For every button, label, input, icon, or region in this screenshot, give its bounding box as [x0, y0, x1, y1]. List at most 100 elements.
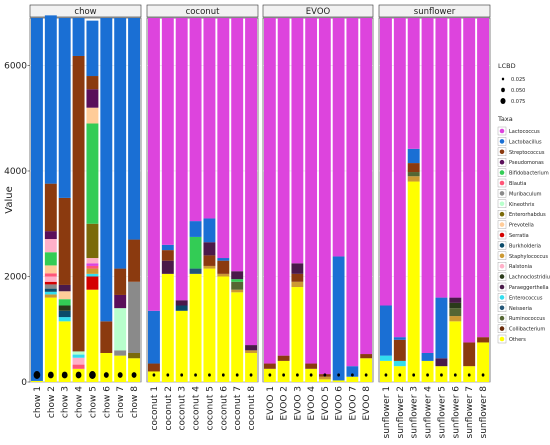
bar-segment-streptococcus: [291, 273, 304, 282]
lcbd-point: [235, 373, 239, 377]
x-tick-label: EVOO 2: [280, 386, 290, 420]
bar-segment-bifidobacterium: [58, 299, 71, 306]
taxa-legend-label: Staphylococcus: [509, 254, 548, 260]
y-tick-label: 4000: [4, 167, 27, 177]
bar-segment-staphylococcus: [245, 350, 258, 353]
bar-segment-lactococcus: [203, 18, 216, 219]
bar-segment-streptococcus: [463, 342, 476, 367]
bar-segment-lactococcus: [189, 18, 202, 222]
size-legend-label: 0.050: [511, 88, 525, 94]
bar-segment-lactococcus: [379, 18, 392, 306]
bar-segment-lactobacillus: [128, 18, 141, 240]
taxa-legend-label: Streptococcus: [509, 150, 545, 156]
bar-stack: [72, 18, 85, 382]
bar-segment-streptococcus: [161, 250, 174, 261]
bar-segment-paraeggerthella: [203, 242, 216, 256]
x-tick-label: sunflower 4: [424, 386, 434, 439]
bar-segment-others: [421, 360, 434, 382]
taxa-legend-label: Serratia: [509, 233, 529, 239]
bar-segment-others: [291, 287, 304, 382]
bar-segment-serratia: [86, 276, 99, 290]
bar-segment-ruminococcus: [407, 172, 420, 177]
size-legend-label: 0.075: [511, 99, 525, 105]
taxa-legend-swatch: [499, 149, 505, 155]
lcbd-point: [351, 373, 354, 377]
bar-stack: [360, 18, 373, 382]
lcbd-point: [103, 372, 109, 378]
bar-segment-others: [332, 380, 345, 382]
x-tick-label: EVOO 8: [362, 386, 372, 421]
bar-segment-ruminococcus: [449, 308, 462, 317]
bar-stack: [147, 18, 160, 382]
lcbd-point: [323, 373, 327, 377]
lcbd-point: [180, 373, 184, 377]
bar-segment-others: [30, 380, 43, 382]
bar-segment-lactococcus: [463, 18, 476, 343]
x-tick-label: EVOO 4: [307, 386, 317, 421]
bar-segment-lactococcus: [217, 18, 230, 259]
facet-title: sunflower: [414, 7, 456, 17]
bar-segment-prevotella: [86, 107, 99, 124]
lcbd-point: [152, 373, 156, 377]
x-tick-label: sunflower 1: [382, 386, 392, 438]
bar-segment-paraeggerthella: [161, 260, 174, 274]
lcbd-point: [412, 373, 416, 377]
bar-segment-lactococcus: [346, 18, 359, 367]
bar-segment-paraeggerthella: [291, 263, 304, 274]
bar-segment-paraeggerthella: [449, 297, 462, 303]
bar-stack: [175, 18, 188, 382]
taxa-legend-label: Ralstonia: [509, 264, 532, 270]
y-tick-label: 2000: [4, 272, 27, 282]
bar-segment-streptococcus: [128, 239, 141, 282]
bar-segment-paraeggerthella: [175, 300, 188, 306]
bar-segment-enterorhabdus: [128, 352, 141, 359]
bar-segment-ralstonia: [44, 239, 57, 253]
x-tick-label: chow 7: [116, 386, 126, 418]
taxa-legend-swatch: [499, 191, 505, 196]
bar-segment-enterococcus: [393, 360, 406, 367]
taxa-legend-swatch: [499, 128, 505, 134]
bar-segment-kineothrix: [72, 351, 85, 355]
bar-segment-paraeggerthella: [58, 284, 71, 292]
lcbd-point: [337, 373, 340, 377]
lcbd-point: [364, 373, 368, 377]
bar-segment-lactobacillus: [407, 148, 420, 164]
lcbd-point: [426, 373, 429, 377]
bar-segment-enterococcus: [86, 273, 99, 277]
bar-segment-staphylococcus: [231, 289, 244, 293]
bar-segment-streptococcus: [277, 355, 290, 361]
taxa-legend-label: Collibacterium: [509, 327, 545, 333]
bar-segment-others: [58, 321, 71, 382]
bar-segment-others: [231, 292, 244, 382]
lcbd-point: [89, 371, 96, 379]
bar-segment-lactococcus: [291, 18, 304, 264]
bar-stack: [161, 18, 174, 382]
bar-segment-ralstonia: [86, 258, 99, 264]
bar-segment-staphylococcus: [217, 273, 230, 277]
lcbd-point: [131, 372, 137, 378]
bar-stack: [263, 18, 276, 382]
taxa-legend-swatch: [499, 159, 505, 165]
bar-segment-prevotella: [44, 265, 57, 274]
size-legend-label: 0.025: [511, 77, 525, 83]
bar-segment-lactobacillus: [203, 218, 216, 243]
bar-segment-lactobacillus: [100, 18, 113, 322]
bar-segment-lactobacillus: [161, 244, 174, 251]
bar-segment-others: [44, 297, 57, 382]
bar-segment-lactobacillus: [332, 256, 345, 381]
bar-segment-lactobacillus: [147, 310, 160, 364]
x-tick-label: chow 1: [33, 386, 43, 418]
bar-stack: [277, 18, 290, 382]
x-tick-label: coconut 6: [219, 386, 229, 431]
bar-stack: [421, 18, 434, 382]
bar-segment-prevotella: [58, 291, 71, 300]
bar-stack: [58, 18, 71, 382]
bar-segment-lactobacillus: [435, 297, 448, 359]
bar-segment-lactobacillus: [421, 352, 434, 361]
bar-segment-others: [189, 273, 202, 382]
taxa-legend-label: Burkholderia: [509, 243, 541, 249]
bar-segment-lactobacillus: [30, 18, 43, 381]
x-tick-label: sunflower 8: [479, 386, 489, 439]
facet-strip: [29, 4, 142, 18]
